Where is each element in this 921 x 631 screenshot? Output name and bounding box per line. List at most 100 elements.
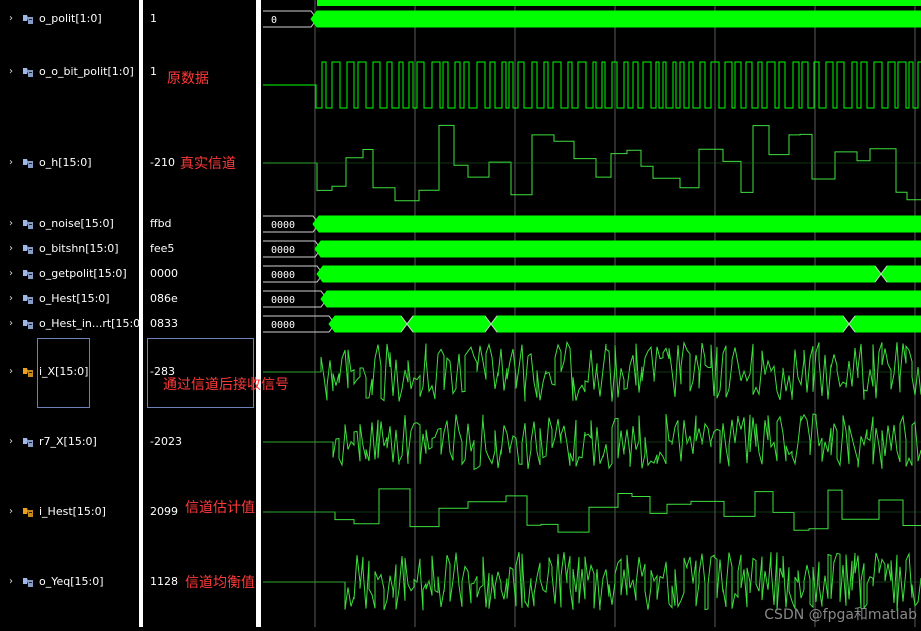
bus-waveform <box>316 265 882 283</box>
bus-value-label: 0000 <box>271 295 295 306</box>
signal-name: o_Hest[15:0] <box>39 292 110 305</box>
bus-signal-icon <box>23 15 33 24</box>
chevron-right-icon[interactable]: › <box>9 268 13 279</box>
signal-row[interactable]: › i_Hest[15:0] <box>0 501 139 523</box>
annotation-channel-equalized: 信道均衡值 <box>185 575 255 591</box>
signal-value: -210 <box>150 156 175 169</box>
bus-signal-icon <box>23 438 33 447</box>
signal-value: 086e <box>150 292 178 305</box>
bus-signal-icon <box>23 295 33 304</box>
annotation-received-signal: 通过信道后接收信号 <box>163 377 289 393</box>
analog-waveform <box>263 340 921 402</box>
input-bus-icon <box>23 508 33 517</box>
analog-waveform <box>263 413 921 471</box>
analog-waveform <box>263 124 921 202</box>
panel-divider[interactable] <box>256 0 261 627</box>
bus-waveform <box>314 240 921 258</box>
bus-value-label: 0000 <box>271 220 295 231</box>
bus-waveform <box>310 10 921 28</box>
bus-waveform <box>312 215 921 233</box>
bus-signal-icon <box>23 245 33 254</box>
bus-transition <box>484 315 498 333</box>
bus-value-label: 0000 <box>271 270 295 281</box>
chevron-right-icon[interactable]: › <box>9 576 13 587</box>
signal-value: -283 <box>150 365 175 378</box>
selection-box-name <box>37 338 90 408</box>
bus-waveform <box>406 315 492 333</box>
chevron-right-icon[interactable]: › <box>9 436 13 447</box>
signal-row[interactable]: › o_Yeq[15:0] <box>0 571 139 593</box>
bus-signal-icon <box>23 159 33 168</box>
bus-waveform <box>848 315 921 333</box>
panel-divider[interactable] <box>139 0 143 627</box>
signal-row[interactable]: › o_Hest[15:0] <box>0 288 139 310</box>
signal-row[interactable]: › r7_X[15:0] <box>0 431 139 453</box>
input-bus-icon <box>23 368 33 377</box>
bus-waveform <box>320 290 921 308</box>
signal-name: r7_X[15:0] <box>39 435 97 448</box>
signal-name: i_X[15:0] <box>39 365 89 378</box>
signal-value-panel: 1 1 -210 ffbd fee5 0000 086e 0833 -283 -2023 2099 1… <box>143 0 256 627</box>
signal-value: -2023 <box>150 435 182 448</box>
signal-name: o_o_bit_polit[1:0] <box>39 65 134 78</box>
analog-waveform <box>263 488 921 533</box>
bus-waveform <box>317 0 921 6</box>
chevron-right-icon[interactable]: › <box>9 506 13 517</box>
signal-value: fee5 <box>150 242 175 255</box>
bus-transition <box>842 315 856 333</box>
signal-row[interactable]: › o_getpolit[15:0] <box>0 263 139 285</box>
chevron-right-icon[interactable]: › <box>9 66 13 77</box>
signal-name: o_h[15:0] <box>39 156 92 169</box>
waveform-panel[interactable]: 0 0000 0000 0000 0000 0000 <box>261 0 921 627</box>
bus-waveform <box>328 315 408 333</box>
signal-row[interactable]: › i_X[15:0] <box>0 361 139 383</box>
bus-signal-icon <box>23 320 33 329</box>
signal-row[interactable]: › o_polit[1:0] <box>0 8 139 30</box>
annotation-true-channel: 真实信道 <box>180 156 236 172</box>
chevron-right-icon[interactable]: › <box>9 218 13 229</box>
signal-row[interactable]: › o_o_bit_polit[1:0] <box>0 61 139 83</box>
bus-signal-icon <box>23 68 33 77</box>
chevron-right-icon[interactable]: › <box>9 13 13 24</box>
signal-name: o_getpolit[15:0] <box>39 267 127 280</box>
signal-value: 0833 <box>150 317 178 330</box>
signal-value: 2099 <box>150 505 178 518</box>
bus-waveform <box>880 265 921 283</box>
annotation-raw-data: 原数据 <box>167 71 209 87</box>
signal-name: o_polit[1:0] <box>39 12 102 25</box>
signal-value: 1128 <box>150 575 178 588</box>
signal-value: 0000 <box>150 267 178 280</box>
chevron-right-icon[interactable]: › <box>9 366 13 377</box>
bus-signal-icon <box>23 270 33 279</box>
signal-name-panel: › o_polit[1:0] › o_o_bit_polit[1:0] › o_h[15:… <box>0 0 144 627</box>
signal-name: o_Yeq[15:0] <box>39 575 104 588</box>
bus-value-label: 0000 <box>271 320 295 331</box>
bus-signal-icon <box>23 220 33 229</box>
bus-transition <box>874 265 888 283</box>
signal-name: i_Hest[15:0] <box>39 505 106 518</box>
chevron-right-icon[interactable]: › <box>9 157 13 168</box>
digital-waveform <box>263 61 921 109</box>
bus-waveform <box>490 315 850 333</box>
signal-name: o_bitshn[15:0] <box>39 242 119 255</box>
signal-value: 1 <box>150 12 157 25</box>
signal-row[interactable]: › o_bitshn[15:0] <box>0 238 139 260</box>
bus-value-label: 0000 <box>271 245 295 256</box>
bus-transition <box>400 315 414 333</box>
watermark: CSDN @fpga和matlab <box>764 607 917 623</box>
selection-box-value <box>147 338 254 408</box>
signal-row[interactable]: › o_noise[15:0] <box>0 213 139 235</box>
signal-name: o_noise[15:0] <box>39 217 114 230</box>
bus-signal-icon <box>23 578 33 587</box>
chevron-right-icon[interactable]: › <box>9 243 13 254</box>
annotation-channel-estimate: 信道估计值 <box>185 500 255 516</box>
signal-value: ffbd <box>150 217 172 230</box>
chevron-right-icon[interactable]: › <box>9 318 13 329</box>
signal-value: 1 <box>150 65 157 78</box>
signal-name: o_Hest_in...rt[15:0] <box>39 317 145 330</box>
bus-value-label: 0 <box>271 15 277 26</box>
signal-row[interactable]: › o_Hest_in...rt[15:0] <box>0 313 144 335</box>
signal-row[interactable]: › o_h[15:0] <box>0 152 139 174</box>
chevron-right-icon[interactable]: › <box>9 293 13 304</box>
